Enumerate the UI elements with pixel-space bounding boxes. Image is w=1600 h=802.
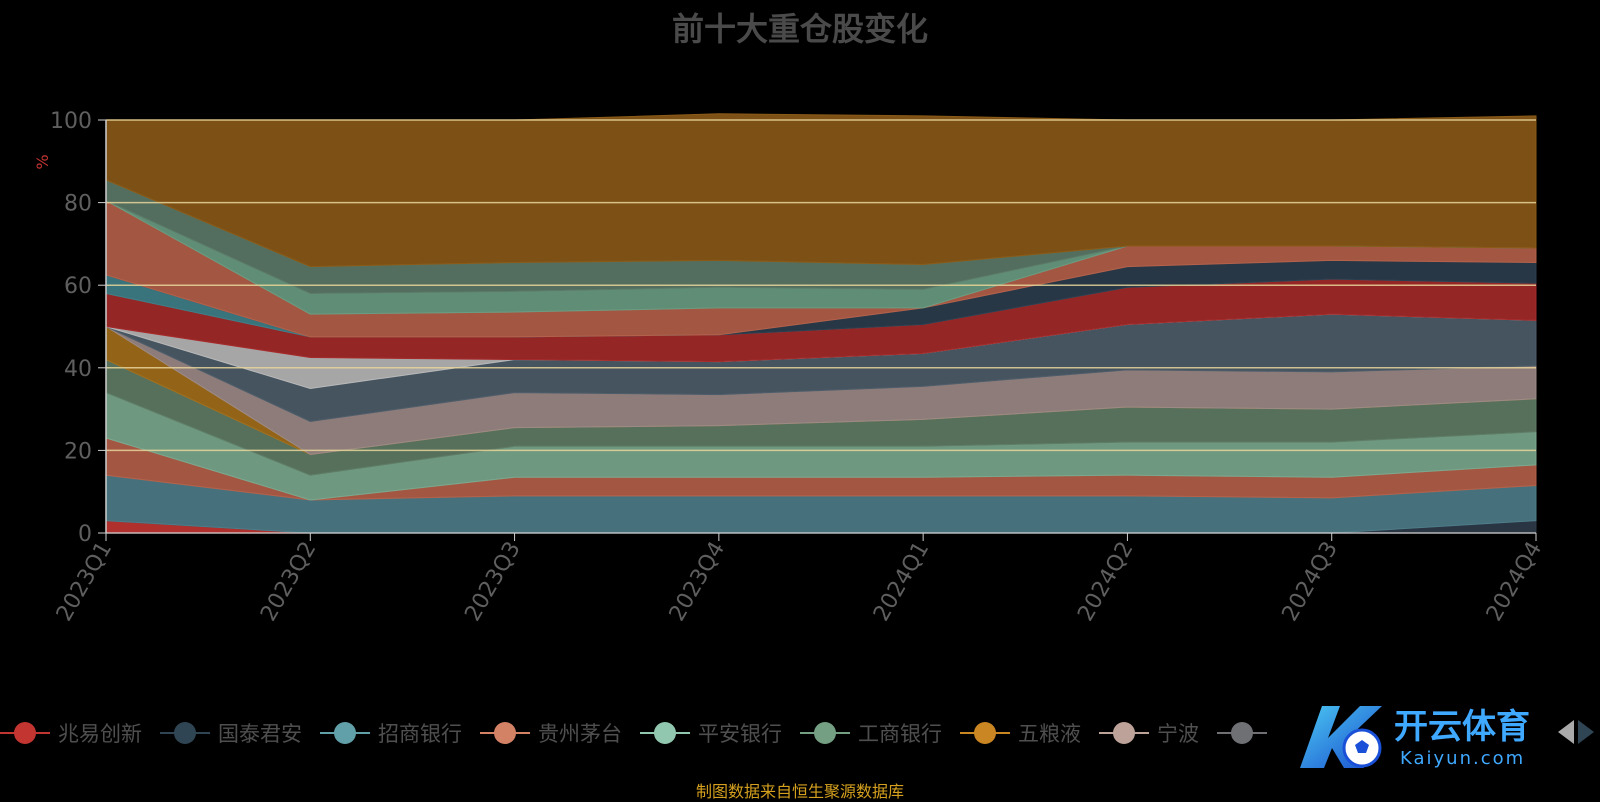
legend-item-0[interactable]: 兆易创新 <box>0 718 142 748</box>
legend-pager <box>1558 720 1594 744</box>
x-tick-label-6: 2024Q3 <box>1278 538 1343 626</box>
grid-layer: 0 20 40 60 80 100 <box>50 109 1536 547</box>
x-tick-label-4: 2024Q1 <box>869 538 934 626</box>
area-series-16 <box>105 113 1537 268</box>
y-tick-label-100: 100 <box>50 109 92 134</box>
areas-layer <box>105 113 1537 534</box>
legend-label: 宁波 <box>1157 722 1199 746</box>
legend-item-3[interactable]: 贵州茅台 <box>480 718 622 748</box>
y-axis-unit: % <box>33 154 52 169</box>
y-tick-label-40: 40 <box>64 357 92 382</box>
x-tick-label-0: 2023Q1 <box>52 538 117 626</box>
legend-prev-button[interactable] <box>1558 720 1574 744</box>
legend-next-button[interactable] <box>1578 720 1594 744</box>
legend-item-8[interactable] <box>1217 721 1275 745</box>
legend-marker-icon <box>960 721 1010 745</box>
y-tick-label-20: 20 <box>64 439 92 464</box>
y-tick-label-60: 60 <box>64 274 92 299</box>
legend-marker-icon <box>160 721 210 745</box>
legend-label: 贵州茅台 <box>538 722 622 746</box>
legend-marker-icon <box>320 721 370 745</box>
legend: 兆易创新 国泰君安 招商银行 贵州茅台 平安银行 工商银行 五粮液 宁波 <box>0 716 1600 750</box>
legend-label: 兆易创新 <box>58 722 142 746</box>
source-note: 制图数据来自恒生聚源数据库 <box>695 782 904 801</box>
kaiyun-logo: 开云体育 Kaiyun.com <box>1300 706 1530 769</box>
legend-item-1[interactable]: 国泰君安 <box>160 718 302 748</box>
watermark-sub: Kaiyun.com <box>1400 748 1525 769</box>
legend-marker-icon <box>480 721 530 745</box>
legend-item-5[interactable]: 工商银行 <box>800 718 942 748</box>
legend-marker-icon <box>800 721 850 745</box>
y-tick-label-0: 0 <box>78 522 92 547</box>
x-tick-label-2: 2023Q3 <box>460 538 525 626</box>
legend-item-7[interactable]: 宁波 <box>1099 718 1199 748</box>
legend-label: 工商银行 <box>858 722 942 746</box>
chart-title: 前十大重仓股变化 <box>671 10 928 48</box>
legend-label: 五粮液 <box>1018 722 1081 746</box>
legend-label: 国泰君安 <box>218 722 302 746</box>
legend-marker-icon <box>640 721 690 745</box>
legend-marker-icon <box>1099 721 1149 745</box>
legend-label: 招商银行 <box>378 722 462 746</box>
x-tick-label-7: 2024Q4 <box>1482 538 1547 626</box>
legend-marker-icon <box>0 721 50 745</box>
legend-item-6[interactable]: 五粮液 <box>960 718 1081 748</box>
legend-marker-icon <box>1217 721 1267 745</box>
legend-item-4[interactable]: 平安银行 <box>640 718 782 748</box>
legend-item-2[interactable]: 招商银行 <box>320 718 462 748</box>
x-tick-label-3: 2023Q4 <box>665 538 730 626</box>
y-tick-label-80: 80 <box>64 192 92 217</box>
x-tick-label-5: 2024Q2 <box>1073 538 1138 626</box>
x-tick-label-1: 2023Q2 <box>256 538 321 626</box>
legend-label: 平安银行 <box>698 722 782 746</box>
logo-k-shape <box>1300 706 1382 768</box>
watermark-brand: 开云体育 <box>1394 707 1530 747</box>
